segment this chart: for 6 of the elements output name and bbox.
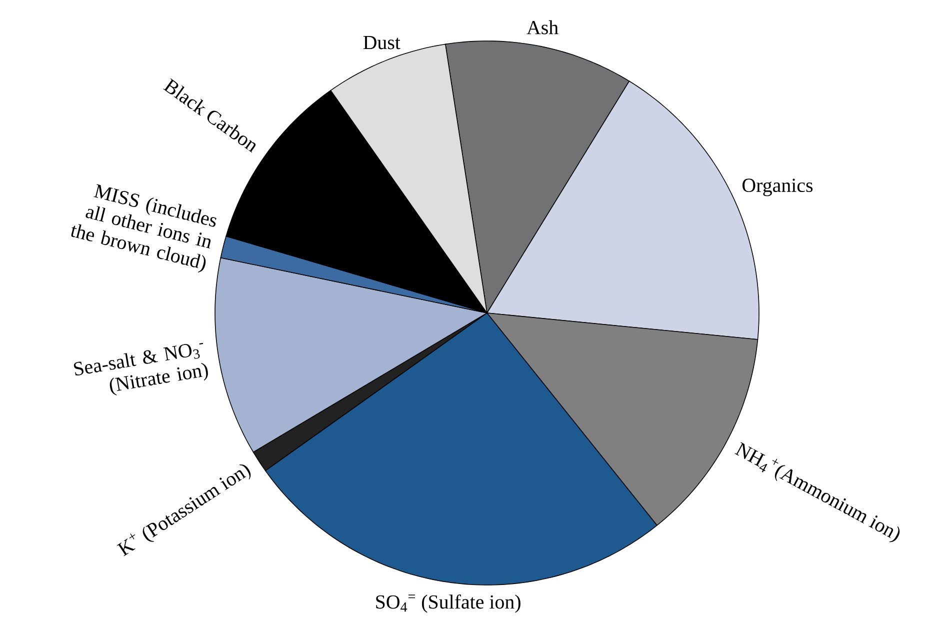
slice-label: Organics <box>742 178 813 196</box>
slice-label: SO$_{4}$$^{=}$ (Sulfate ion) <box>376 594 520 613</box>
category-label: Sea-salt & NO$_{3}$- (Nitrate ion) <box>74 342 208 396</box>
slice-label: Ash <box>526 20 558 34</box>
slice-label: MISS (includes all other ions in the brown cloud) <box>71 184 216 273</box>
slice-label: Dust <box>363 36 400 50</box>
